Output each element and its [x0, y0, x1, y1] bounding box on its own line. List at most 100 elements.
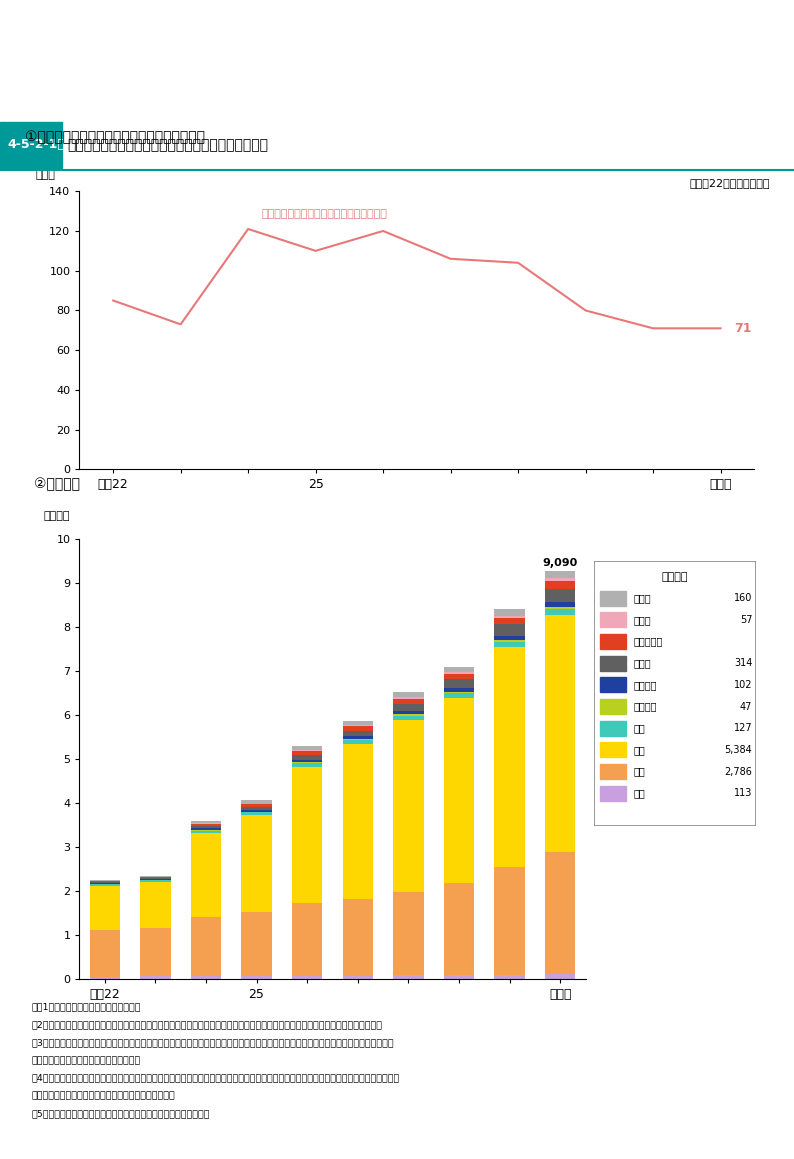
Text: 47: 47 — [740, 701, 752, 712]
Bar — [393, 715, 424, 720]
Bar — [90, 930, 120, 977]
Bar — [241, 810, 272, 811]
Text: 住居侵入: 住居侵入 — [634, 701, 657, 712]
Bar — [444, 883, 474, 975]
Text: 57: 57 — [740, 615, 752, 625]
Text: 3　「他法令」による検挙件数は，刑法犯及び特別法犯（配偶者暴力防止法を除く。）の検挙件数であり，複数罪名で検挙した場合には最: 3 「他法令」による検挙件数は，刑法犯及び特別法犯（配偶者暴力防止法を除く。）の… — [32, 1038, 395, 1047]
Bar — [545, 581, 576, 589]
Text: 殺人: 殺人 — [634, 788, 646, 799]
Bar — [495, 610, 525, 615]
Bar — [495, 975, 525, 979]
Bar — [292, 751, 322, 756]
Bar — [90, 884, 120, 885]
Bar — [343, 976, 373, 979]
Bar — [600, 656, 626, 671]
Text: 160: 160 — [734, 593, 752, 603]
Bar — [495, 642, 525, 647]
Bar — [393, 704, 424, 710]
Text: 71: 71 — [734, 322, 752, 335]
Bar — [600, 743, 626, 757]
Bar — [495, 640, 525, 642]
Bar — [444, 679, 474, 688]
Text: 傷害: 傷害 — [634, 766, 646, 777]
Text: 脅迫: 脅迫 — [634, 723, 646, 734]
Text: （件）: （件） — [36, 170, 56, 180]
Bar — [343, 730, 373, 736]
Bar — [600, 786, 626, 801]
Bar — [495, 647, 525, 867]
Bar — [343, 741, 373, 744]
Polygon shape — [0, 122, 6, 168]
Bar — [495, 615, 525, 618]
Bar — [444, 673, 474, 679]
Bar — [545, 608, 576, 614]
Bar — [141, 881, 171, 882]
Text: 5　「その他」は，公務執行妨害，放火，未成年者略取等である。: 5 「その他」は，公務執行妨害，放火，未成年者略取等である。 — [32, 1109, 210, 1118]
Bar — [90, 885, 120, 930]
Text: 器物損壊: 器物損壊 — [634, 680, 657, 690]
Text: 銃刀法: 銃刀法 — [634, 615, 652, 625]
Bar — [343, 744, 373, 898]
Bar — [191, 829, 221, 830]
Bar — [600, 721, 626, 736]
Bar — [141, 976, 171, 979]
Bar — [90, 977, 120, 979]
Bar — [292, 759, 322, 763]
Text: 2　「配偶者暴力防止法（保護命令違反に限る）」による検挙件数は，同法に係る保護命令違反で検挙した件数全てを計上している。: 2 「配偶者暴力防止法（保護命令違反に限る）」による検挙件数は，同法に係る保護命… — [32, 1020, 383, 1029]
Bar — [545, 614, 576, 852]
Bar — [6, 122, 62, 168]
Bar — [292, 756, 322, 759]
Bar — [191, 821, 221, 823]
Bar — [545, 578, 576, 581]
Bar — [343, 898, 373, 976]
Text: 102: 102 — [734, 680, 752, 690]
Bar — [343, 721, 373, 726]
Bar — [545, 607, 576, 608]
Text: 配偶者からの暴力事案等の検挙件数の推移（罪名別）: 配偶者からの暴力事案等の検挙件数の推移（罪名別） — [67, 138, 268, 152]
Text: 処罰法: 処罰法 — [634, 658, 652, 669]
Text: 注　1　警察庁生活安全局の資料による。: 注 1 警察庁生活安全局の資料による。 — [32, 1003, 141, 1012]
Text: ①　配偶者暴力防止法（保護命令違反に限る）: ① 配偶者暴力防止法（保護命令違反に限る） — [25, 130, 206, 144]
Bar — [600, 699, 626, 714]
Bar — [495, 625, 525, 636]
Bar — [393, 714, 424, 715]
Bar — [141, 928, 171, 976]
Bar — [600, 678, 626, 692]
Bar — [600, 612, 626, 627]
Text: 暴力行為等: 暴力行為等 — [634, 636, 663, 647]
Bar — [393, 699, 424, 704]
Text: 配偶者暴力防止法（保護命令違反に限る）: 配偶者暴力防止法（保護命令違反に限る） — [262, 209, 387, 219]
Text: 条の３に規定する加重類型を，それぞれ含まない。: 条の３に規定する加重類型を，それぞれ含まない。 — [32, 1092, 175, 1100]
Bar — [545, 975, 576, 979]
Bar — [495, 636, 525, 640]
Bar — [545, 571, 576, 578]
Bar — [191, 824, 221, 826]
Bar — [191, 831, 221, 833]
Bar — [444, 698, 474, 883]
Text: （平成22年～令和元年）: （平成22年～令和元年） — [690, 178, 770, 188]
Bar — [393, 976, 424, 979]
Bar — [545, 603, 576, 607]
Bar — [393, 720, 424, 891]
Text: も法定刑が重い罪名で計上している。: も法定刑が重い罪名で計上している。 — [32, 1056, 141, 1065]
Bar — [495, 618, 525, 625]
Text: その他: その他 — [634, 593, 652, 603]
Text: 314: 314 — [734, 658, 752, 669]
Bar — [292, 903, 322, 976]
Bar — [292, 746, 322, 750]
Bar — [241, 912, 272, 976]
Text: 127: 127 — [734, 723, 752, 734]
Bar — [343, 727, 373, 730]
Bar — [545, 852, 576, 975]
Bar — [393, 698, 424, 699]
Text: 113: 113 — [734, 788, 752, 799]
Bar — [191, 976, 221, 979]
Bar — [444, 666, 474, 672]
Bar — [545, 589, 576, 603]
Bar — [343, 736, 373, 739]
Bar — [292, 976, 322, 979]
Bar — [495, 867, 525, 975]
Bar — [241, 807, 272, 810]
Bar — [241, 976, 272, 979]
Bar — [393, 891, 424, 976]
